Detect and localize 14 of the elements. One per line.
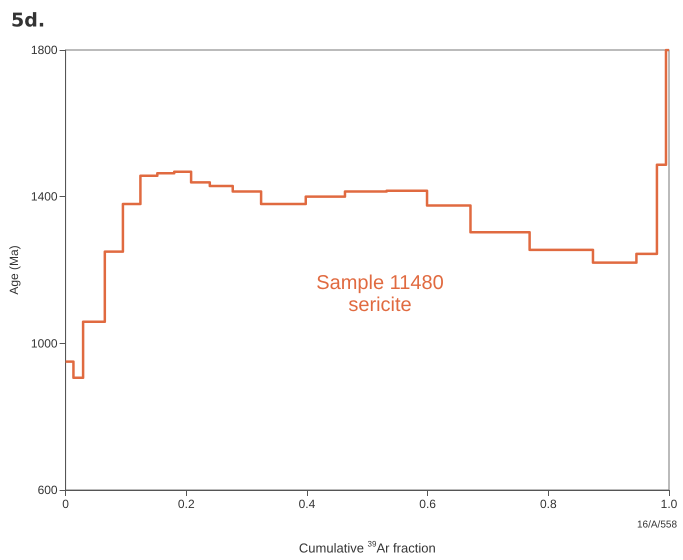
y-tick-label: 1400 [30,190,58,204]
x-tick-label: 0 [62,497,70,511]
y-tick-label: 1800 [30,43,58,57]
y-tick-label: 600 [38,483,58,497]
x-tick-label: 1.0 [660,497,678,511]
text: 16/A/558 [636,520,678,530]
y-tick-label: 1000 [30,336,58,350]
x-tick-label: 0.8 [540,497,557,511]
x-tick-label: 0.2 [178,497,195,511]
chart-title: 5d. [11,10,46,32]
x-tick-label: 0.6 [419,497,436,511]
x-tick-label: 0.4 [298,497,316,511]
annotation: Sample 11480 sericite [316,272,444,316]
y-axis-title: Age (Ma) [7,245,21,295]
